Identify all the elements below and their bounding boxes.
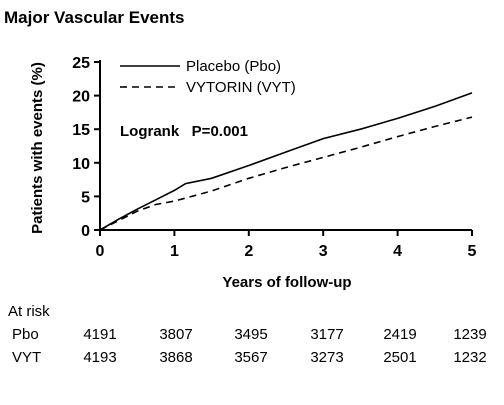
legend-label-placebo: Placebo (Pbo) <box>186 58 281 75</box>
at-risk-count: 3868 <box>159 349 193 366</box>
at-risk-count: 3495 <box>234 326 268 343</box>
at-risk-count: 1239 <box>453 326 487 343</box>
y-axis-label: Patients with events (%) <box>29 62 46 234</box>
x-tick-label: 2 <box>244 243 253 260</box>
at-risk-heading: At risk <box>8 303 50 320</box>
at-risk-count: 2501 <box>383 349 417 366</box>
x-tick-label: 4 <box>393 243 402 260</box>
at-risk-count: 3177 <box>310 326 344 343</box>
logrank-annotation: Logrank P=0.001 <box>120 123 248 140</box>
x-tick-label: 1 <box>170 243 179 260</box>
legend-label-vytorin: VYTORIN (VYT) <box>186 79 296 96</box>
x-tick-label: 0 <box>96 243 105 260</box>
x-tick-label: 3 <box>319 243 328 260</box>
at-risk-count: 2419 <box>383 326 417 343</box>
y-tick-label: 5 <box>81 189 90 206</box>
at-risk-row-label: Pbo <box>12 326 39 343</box>
series-layer <box>99 92 473 231</box>
at-risk-count: 3807 <box>159 326 193 343</box>
y-tick-label: 15 <box>72 122 90 139</box>
at-risk-count: 3273 <box>310 349 344 366</box>
x-tick-label: 5 <box>468 243 477 260</box>
at-risk-count: 1232 <box>453 349 487 366</box>
y-tick-label: 0 <box>81 223 90 240</box>
km-plot: 0 5 10 15 20 25 0 1 2 3 4 5 Placebo (Pbo) VYTORIN (V… <box>29 55 477 291</box>
axes: 0 5 10 15 20 25 0 1 2 3 4 5 <box>72 55 476 260</box>
vytorin-line <box>99 116 473 231</box>
y-tick-label: 10 <box>72 156 90 173</box>
x-axis-label: Years of follow-up <box>222 274 351 291</box>
at-risk-row-label: VYT <box>12 349 42 366</box>
at-risk-count: 3567 <box>234 349 268 366</box>
y-tick-label: 25 <box>72 55 90 72</box>
placebo-line <box>99 92 473 231</box>
at-risk-count: 4191 <box>83 326 117 343</box>
at-risk-count: 4193 <box>83 349 117 366</box>
chart-title: Major Vascular Events <box>4 8 185 27</box>
legend: Placebo (Pbo) VYTORIN (VYT) <box>120 58 296 96</box>
y-tick-label: 20 <box>72 89 90 106</box>
